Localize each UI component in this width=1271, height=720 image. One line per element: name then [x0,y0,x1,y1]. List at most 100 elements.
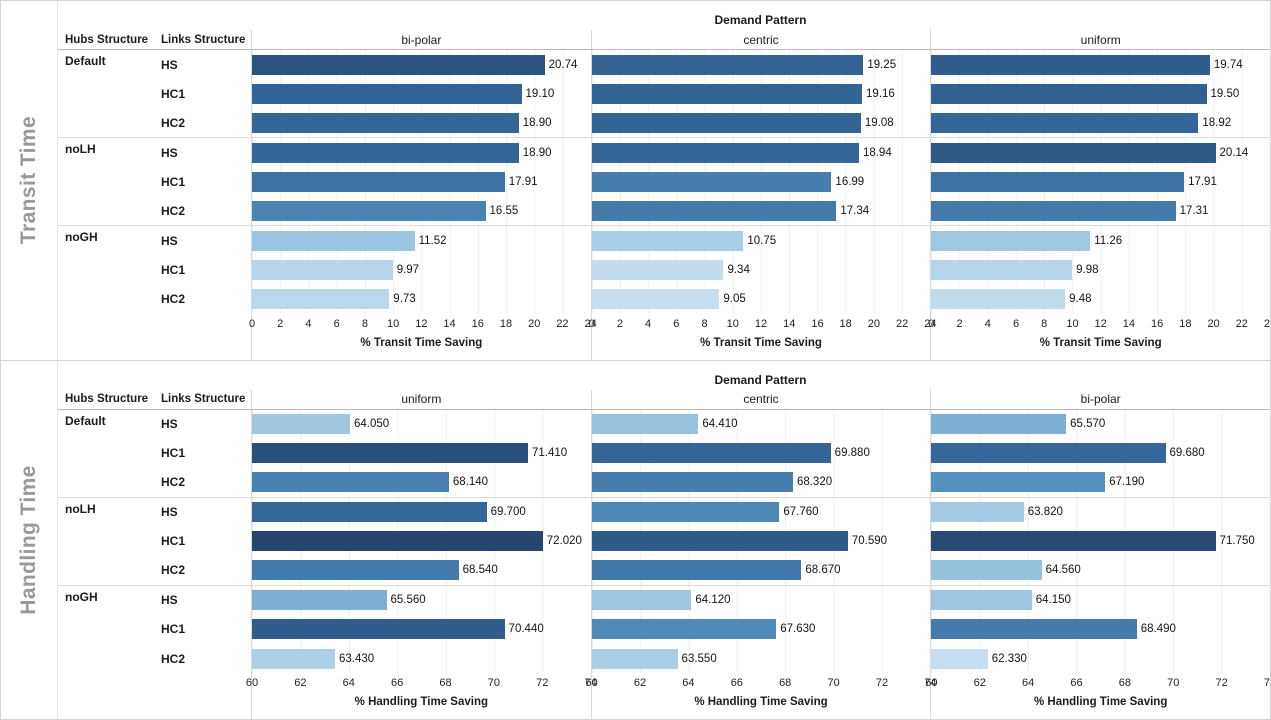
plot-cell: 17.34 [590,196,931,226]
bar-value-label: 64.120 [695,594,731,607]
bar-mark[interactable] [591,171,832,192]
bar-mark[interactable] [591,54,864,75]
bar-mark[interactable] [252,171,505,192]
bar-value-label: 16.55 [489,204,519,217]
bar-mark[interactable] [931,83,1207,104]
table-row: noLH HS 69.700 67.760 63.820 [58,497,1270,527]
bar-mark[interactable] [931,54,1210,75]
bar-value-label: 20.14 [1219,146,1249,159]
bar-value-label: 70.590 [851,535,888,548]
bar-mark[interactable] [252,560,459,581]
x-axis-tick: 74 [1263,677,1271,689]
x-axis-tick: 62 [973,677,986,689]
bar-value-label: 70.440 [508,623,544,636]
bar-mark[interactable] [252,259,393,280]
bar-mark[interactable] [252,472,449,493]
bar-value-label: 68.140 [452,476,489,489]
bar-mark[interactable] [252,142,519,163]
bar-mark[interactable] [252,590,387,611]
bar-mark[interactable] [931,443,1166,464]
bar-mark[interactable] [931,472,1106,493]
bar-mark[interactable] [252,54,545,75]
hub-group-noGH: noGH HS 65.560 64.120 64.150 HC1 70.440 67.630 6… [58,584,1270,674]
bar-mark[interactable] [591,142,859,163]
bar-mark[interactable] [252,619,505,640]
axis-spacer [58,673,251,693]
bar-mark[interactable] [931,531,1216,552]
x-axis-ticks: 60 62 64 66 68 70 72 74 [925,673,1271,693]
bar-mark[interactable] [591,414,699,435]
link-label: HC1 [161,622,186,637]
bar-mark[interactable] [591,230,744,251]
bar-value-label: 63.430 [338,652,375,665]
x-axis-tick: 70 [1167,677,1180,689]
plot-cell: 16.55 [251,196,591,226]
bar-mark[interactable] [591,531,848,552]
x-axis-tick: 8 [1041,317,1048,330]
bar-value-label: 17.91 [508,175,538,188]
bar-value-label: 9.05 [723,293,746,305]
bar-mark[interactable] [591,472,793,493]
bar-mark[interactable] [931,560,1042,581]
bar-mark[interactable] [931,171,1185,192]
x-axis-tick: 0 [928,317,935,330]
bar-value-label: 64.410 [702,418,738,431]
bar-mark[interactable] [591,200,837,221]
x-axis-tick: 64 [342,677,355,689]
bar-mark[interactable] [931,414,1067,435]
bar-mark[interactable] [931,619,1137,640]
plot-cell: 67.190 [930,467,1270,497]
bar-mark[interactable] [591,590,692,611]
hub-label [58,79,161,108]
bar-mark[interactable] [931,112,1199,133]
bar-mark[interactable] [931,259,1073,280]
bar-mark[interactable] [591,443,831,464]
bar-mark[interactable] [252,83,522,104]
bar-mark[interactable] [931,230,1091,251]
x-axis-tick: 70 [487,677,501,689]
bar-mark[interactable] [591,560,802,581]
bar-mark[interactable] [591,619,777,640]
bar-mark[interactable] [252,200,486,221]
bar-mark[interactable] [252,531,543,552]
hub-label [58,468,161,497]
bar-mark[interactable] [591,289,720,309]
bar-mark[interactable] [931,502,1024,523]
panel-title-label: Handling Time [17,465,40,615]
bar-mark[interactable] [252,289,390,309]
bar-value-label: 65.570 [1070,418,1106,431]
plot-cell: 64.560 [930,555,1270,585]
bar-mark[interactable] [252,414,350,435]
plot-cell: 71.750 [930,526,1270,556]
bar-value-label: 69.880 [834,447,870,460]
bar-mark[interactable] [591,648,678,669]
facet-column-header-centric: centric [590,389,931,409]
x-axis-tick: 14 [783,317,796,330]
bar-mark[interactable] [591,502,780,523]
bar-mark[interactable] [931,289,1066,309]
plot-cell: 18.94 [590,138,931,168]
bar-mark[interactable] [252,443,529,464]
x-axis-tick: 68 [779,677,792,689]
bar-mark[interactable] [252,112,519,133]
bar-mark[interactable] [252,230,415,251]
bar-mark[interactable] [931,590,1032,611]
bar-mark[interactable] [591,259,724,280]
bar-mark[interactable] [591,83,863,104]
bar-value-label: 62.330 [991,652,1027,665]
rows-area: Default HS 64.050 64.410 65.570 HC1 71.410 69.8… [58,409,1270,674]
bar-mark[interactable] [931,200,1176,221]
bar-mark[interactable] [591,112,861,133]
bar-mark[interactable] [252,502,487,523]
bar-mark[interactable] [252,648,335,669]
plot-cell: 63.550 [590,643,931,674]
table-row: HC1 17.91 16.99 17.91 [58,167,1270,197]
bar-value-label: 18.92 [1202,116,1232,129]
x-axis-tick: 64 [1021,677,1035,689]
bar-value-label: 68.540 [462,564,498,577]
bar-mark[interactable] [931,142,1216,163]
panel-title-label: Transit Time [17,116,40,245]
link-label: HC1 [161,86,186,101]
bar-mark[interactable] [931,648,988,669]
hub-label [58,556,161,585]
